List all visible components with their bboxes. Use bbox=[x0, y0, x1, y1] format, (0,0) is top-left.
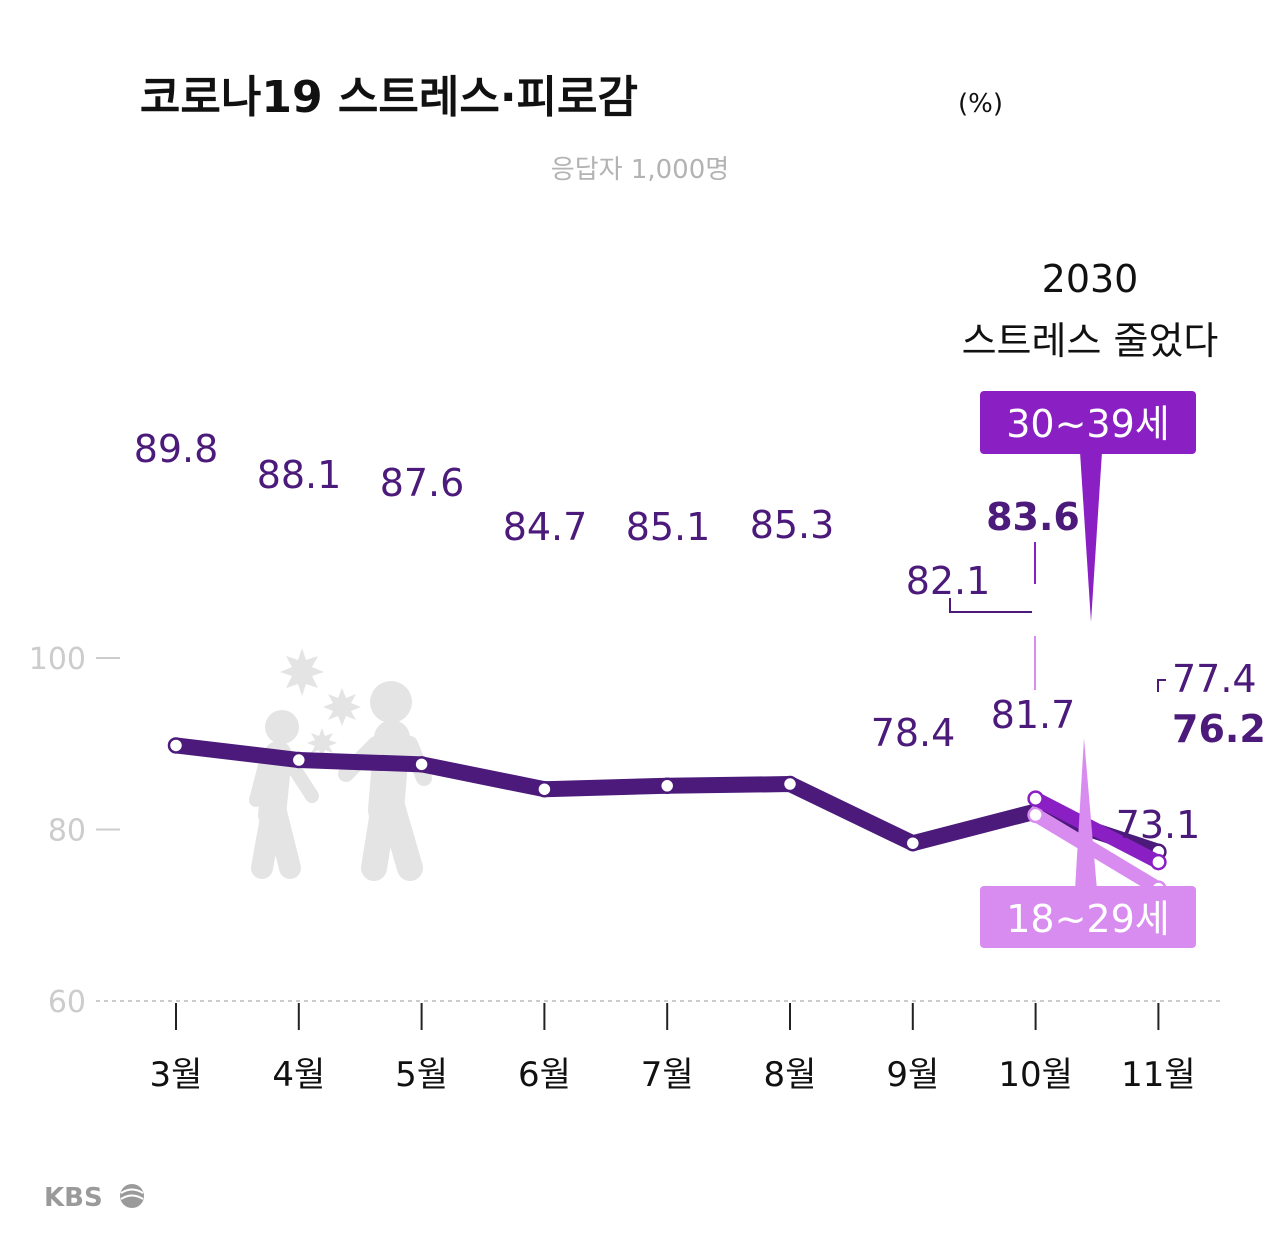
data-label: 89.8 bbox=[134, 427, 219, 471]
series-layer bbox=[167, 737, 1167, 897]
virus-icon-3 bbox=[307, 728, 337, 758]
legend-20s-box bbox=[980, 886, 1196, 948]
data-point bbox=[781, 775, 799, 793]
data-label: 77.4 bbox=[1172, 657, 1257, 701]
data-label: 81.7 bbox=[991, 693, 1076, 737]
y-tick-label: 100 bbox=[29, 642, 86, 677]
x-tick-label: 3월 bbox=[150, 1055, 203, 1095]
legend-20s: 18~29세 bbox=[980, 738, 1196, 948]
legend-30s-label: 30~39세 bbox=[1006, 402, 1170, 446]
person-large bbox=[338, 681, 432, 881]
kbs-logo: KBS bbox=[44, 1183, 144, 1213]
data-label: 87.6 bbox=[380, 461, 465, 505]
data-point bbox=[904, 834, 922, 852]
legend-30s-pointer bbox=[1080, 452, 1102, 622]
data-point bbox=[413, 756, 430, 773]
person-small bbox=[249, 710, 319, 879]
data-label: 85.1 bbox=[626, 505, 711, 549]
data-point bbox=[1150, 853, 1167, 871]
annotation-line-1: 2030 bbox=[1042, 257, 1139, 301]
data-label: 76.2 bbox=[1172, 707, 1266, 751]
x-axis: 3월 4월 5월 6월 7월 8월 9월 10월 11월 bbox=[150, 1003, 1196, 1095]
virus-icon-2 bbox=[323, 688, 361, 726]
data-point bbox=[1027, 790, 1044, 807]
series-line-1 bbox=[1028, 791, 1166, 870]
series-line-0 bbox=[168, 737, 1167, 860]
chart-unit: (%) bbox=[958, 89, 1003, 119]
kbs-logo-text: KBS bbox=[44, 1183, 103, 1213]
y-axis: 100 80 60 bbox=[29, 642, 120, 1020]
leader-77-4 bbox=[1157, 679, 1166, 692]
y-tick-label: 80 bbox=[48, 814, 86, 849]
virus-icon-1 bbox=[280, 648, 324, 696]
x-tick-label: 4월 bbox=[272, 1055, 325, 1095]
data-point bbox=[1027, 806, 1044, 824]
x-tick-label: 8월 bbox=[764, 1055, 817, 1095]
x-tick-label: 10월 bbox=[998, 1055, 1073, 1095]
legend-20s-label: 18~29세 bbox=[1006, 897, 1170, 941]
data-label: 84.7 bbox=[503, 505, 588, 549]
y-tick-label: 60 bbox=[48, 985, 86, 1020]
x-tick-label: 9월 bbox=[886, 1055, 939, 1095]
annotation-line-2: 스트레스 줄었다 bbox=[962, 319, 1219, 363]
leader-lines bbox=[949, 542, 1166, 692]
data-point bbox=[290, 751, 308, 769]
x-tick-label: 11월 bbox=[1121, 1055, 1196, 1095]
x-tick-label: 6월 bbox=[518, 1055, 571, 1095]
chart-subtitle: 응답자 1,000명 bbox=[551, 155, 729, 185]
data-point bbox=[536, 780, 553, 798]
data-point bbox=[167, 737, 185, 754]
data-label: 82.1 bbox=[906, 559, 991, 603]
data-label: 78.4 bbox=[871, 711, 956, 755]
x-tick-label: 7월 bbox=[641, 1055, 694, 1095]
data-labels: 89.8 88.1 87.6 84.7 85.1 85.3 78.4 82.1 77.4 83.6… bbox=[134, 427, 1266, 847]
data-label: 85.3 bbox=[750, 503, 835, 547]
data-label: 83.6 bbox=[986, 495, 1080, 539]
leader-82-1 bbox=[949, 598, 1032, 613]
x-tick-label: 5월 bbox=[395, 1055, 448, 1095]
people-illustration bbox=[249, 648, 432, 881]
data-label: 73.1 bbox=[1116, 803, 1201, 847]
legend-20s-pointer bbox=[1075, 738, 1097, 890]
legend-30s-box bbox=[980, 391, 1196, 454]
legend-30s: 30~39세 bbox=[980, 391, 1196, 622]
data-point bbox=[658, 777, 676, 795]
chart-title: 코로나19 스트레스·피로감 bbox=[140, 72, 638, 123]
series-line-2 bbox=[1028, 807, 1166, 896]
data-label: 88.1 bbox=[257, 453, 342, 497]
